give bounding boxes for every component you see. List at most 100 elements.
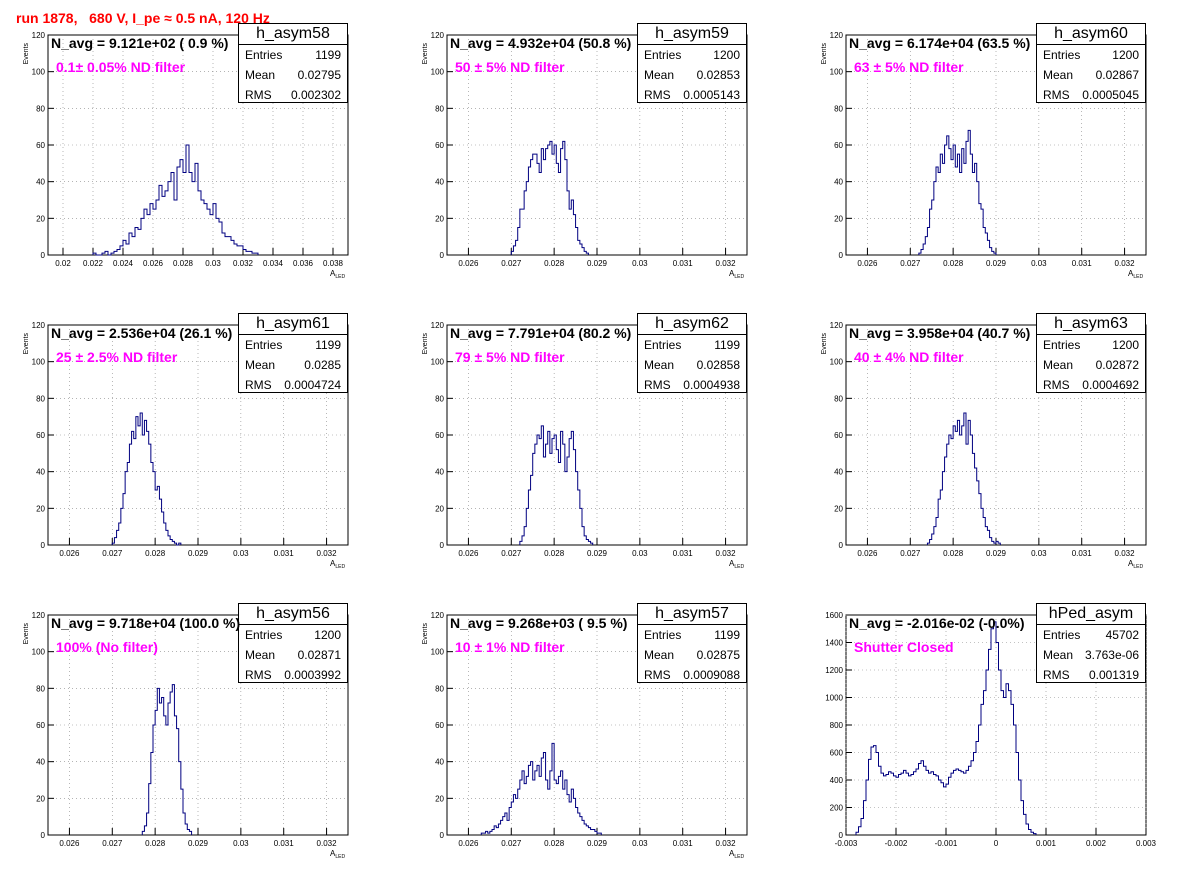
stats-row-mean: Mean 3.763e-06 — [1037, 645, 1145, 665]
y-tick-label: 0 — [839, 831, 844, 840]
stats-row-rms: RMS 0.0004938 — [638, 375, 746, 395]
x-tick-label: 0.034 — [263, 259, 284, 268]
x-axis-label-subscript: LED — [1133, 274, 1143, 280]
stats-row-rms: RMS 0.002302 — [239, 85, 347, 105]
stats-row-mean: Mean 0.02858 — [638, 355, 746, 375]
stats-value: 0.0004938 — [683, 378, 740, 392]
y-tick-label: 100 — [431, 68, 445, 77]
x-tick-label: -0.002 — [885, 839, 908, 848]
x-axis-label: ALED — [1128, 559, 1143, 570]
x-tick-label: 0.027 — [102, 839, 123, 848]
x-axis-label: ALED — [330, 559, 345, 570]
stats-value: 1200 — [1112, 338, 1139, 352]
stats-label: Mean — [644, 68, 675, 82]
y-tick-label: 0 — [41, 541, 46, 550]
x-tick-label: 0.029 — [587, 259, 608, 268]
stats-value: 0.0004724 — [284, 378, 341, 392]
x-tick-label: 0.022 — [83, 259, 104, 268]
y-tick-label: 40 — [435, 468, 444, 477]
x-tick-label: 0.026 — [458, 549, 479, 558]
y-axis-label: Events — [821, 333, 828, 355]
stats-value: 0.02858 — [696, 358, 740, 372]
y-tick-label: 0 — [440, 831, 445, 840]
y-tick-label: 0 — [41, 251, 46, 260]
x-tick-label: 0.031 — [673, 839, 694, 848]
x-tick-label: 0.032 — [1115, 259, 1136, 268]
stats-label: Mean — [245, 648, 276, 662]
y-tick-label: 0 — [440, 541, 445, 550]
x-axis-label: ALED — [330, 269, 345, 280]
y-tick-label: 120 — [830, 321, 844, 330]
x-tick-label: 0.02 — [55, 259, 71, 268]
y-tick-label: 80 — [435, 394, 444, 403]
n-avg-label: N_avg = -2.016e-02 (-0.0%) — [849, 615, 1025, 631]
x-tick-label: -0.001 — [935, 839, 958, 848]
x-tick-label: 0.032 — [317, 839, 338, 848]
y-tick-label: 40 — [36, 758, 45, 767]
y-axis-label: Events — [23, 623, 30, 645]
filter-label: 79 ± 5% ND filter — [455, 349, 565, 365]
y-tick-label: 120 — [431, 321, 445, 330]
filter-label: 63 ± 5% ND filter — [854, 59, 964, 75]
filter-label: 0.1± 0.05% ND filter — [56, 59, 186, 75]
x-tick-label: 0.029 — [986, 259, 1007, 268]
y-tick-label: 80 — [834, 394, 843, 403]
y-tick-label: 100 — [830, 68, 844, 77]
y-tick-label: 20 — [435, 794, 444, 803]
n-avg-label: N_avg = 6.174e+04 (63.5 %) — [849, 35, 1031, 51]
x-axis-label-subscript: LED — [734, 564, 744, 570]
x-tick-label: 0.029 — [188, 549, 209, 558]
x-axis-label: ALED — [1128, 269, 1143, 280]
filter-label: Shutter Closed — [854, 639, 954, 655]
y-tick-label: 800 — [830, 721, 844, 730]
x-tick-label: 0.028 — [943, 259, 964, 268]
y-tick-label: 20 — [36, 504, 45, 513]
x-tick-label: 0.026 — [59, 839, 80, 848]
x-tick-label: 0.038 — [323, 259, 344, 268]
stats-row-entries: Entries 1200 — [638, 45, 746, 65]
stats-row-rms: RMS 0.0004724 — [239, 375, 347, 395]
stats-value: 0.0009088 — [683, 668, 740, 682]
x-tick-label: 0.028 — [943, 549, 964, 558]
x-tick-label: 0.027 — [900, 549, 921, 558]
stats-value: 0.002302 — [290, 88, 341, 102]
stats-value: 1199 — [315, 338, 341, 352]
x-tick-label: 0.031 — [1072, 549, 1093, 558]
x-tick-label: 0.03 — [632, 549, 648, 558]
stats-value: 0.02795 — [297, 68, 341, 82]
x-tick-label: 0.002 — [1086, 839, 1107, 848]
stats-box-title: h_asym56 — [239, 604, 347, 625]
histogram-line-h_asym58 — [92, 144, 259, 256]
x-axis-label-subscript: LED — [335, 564, 345, 570]
stats-row-mean: Mean 0.02867 — [1037, 65, 1145, 85]
x-tick-label: 0.028 — [544, 549, 565, 558]
y-tick-label: 80 — [435, 104, 444, 113]
stats-row-mean: Mean 0.02875 — [638, 645, 746, 665]
x-tick-label: 0.028 — [544, 839, 565, 848]
y-tick-label: 60 — [36, 431, 45, 440]
stats-row-entries: Entries 1199 — [638, 625, 746, 645]
stats-box-title: h_asym59 — [638, 24, 746, 45]
y-tick-label: 0 — [41, 831, 46, 840]
x-tick-label: 0.032 — [1115, 549, 1136, 558]
x-tick-label: 0.031 — [274, 839, 295, 848]
y-tick-label: 40 — [435, 178, 444, 187]
x-tick-label: 0 — [994, 839, 999, 848]
x-tick-label: 0.032 — [716, 549, 737, 558]
x-tick-label: 0.028 — [145, 839, 166, 848]
y-tick-label: 60 — [435, 721, 444, 730]
x-tick-label: 0.03 — [1031, 549, 1047, 558]
stats-label: Mean — [1043, 648, 1074, 662]
x-axis-label: ALED — [729, 559, 744, 570]
filter-label: 25 ± 2.5% ND filter — [56, 349, 178, 365]
x-tick-label: 0.027 — [501, 549, 522, 558]
y-tick-label: 80 — [834, 104, 843, 113]
x-axis-label-subscript: LED — [335, 854, 345, 860]
y-axis-label: Events — [422, 623, 429, 645]
y-tick-label: 80 — [435, 684, 444, 693]
y-tick-label: 100 — [32, 358, 46, 367]
y-tick-label: 120 — [32, 31, 46, 40]
stats-value: 0.0003992 — [284, 668, 341, 682]
y-axis-label: Events — [422, 333, 429, 355]
